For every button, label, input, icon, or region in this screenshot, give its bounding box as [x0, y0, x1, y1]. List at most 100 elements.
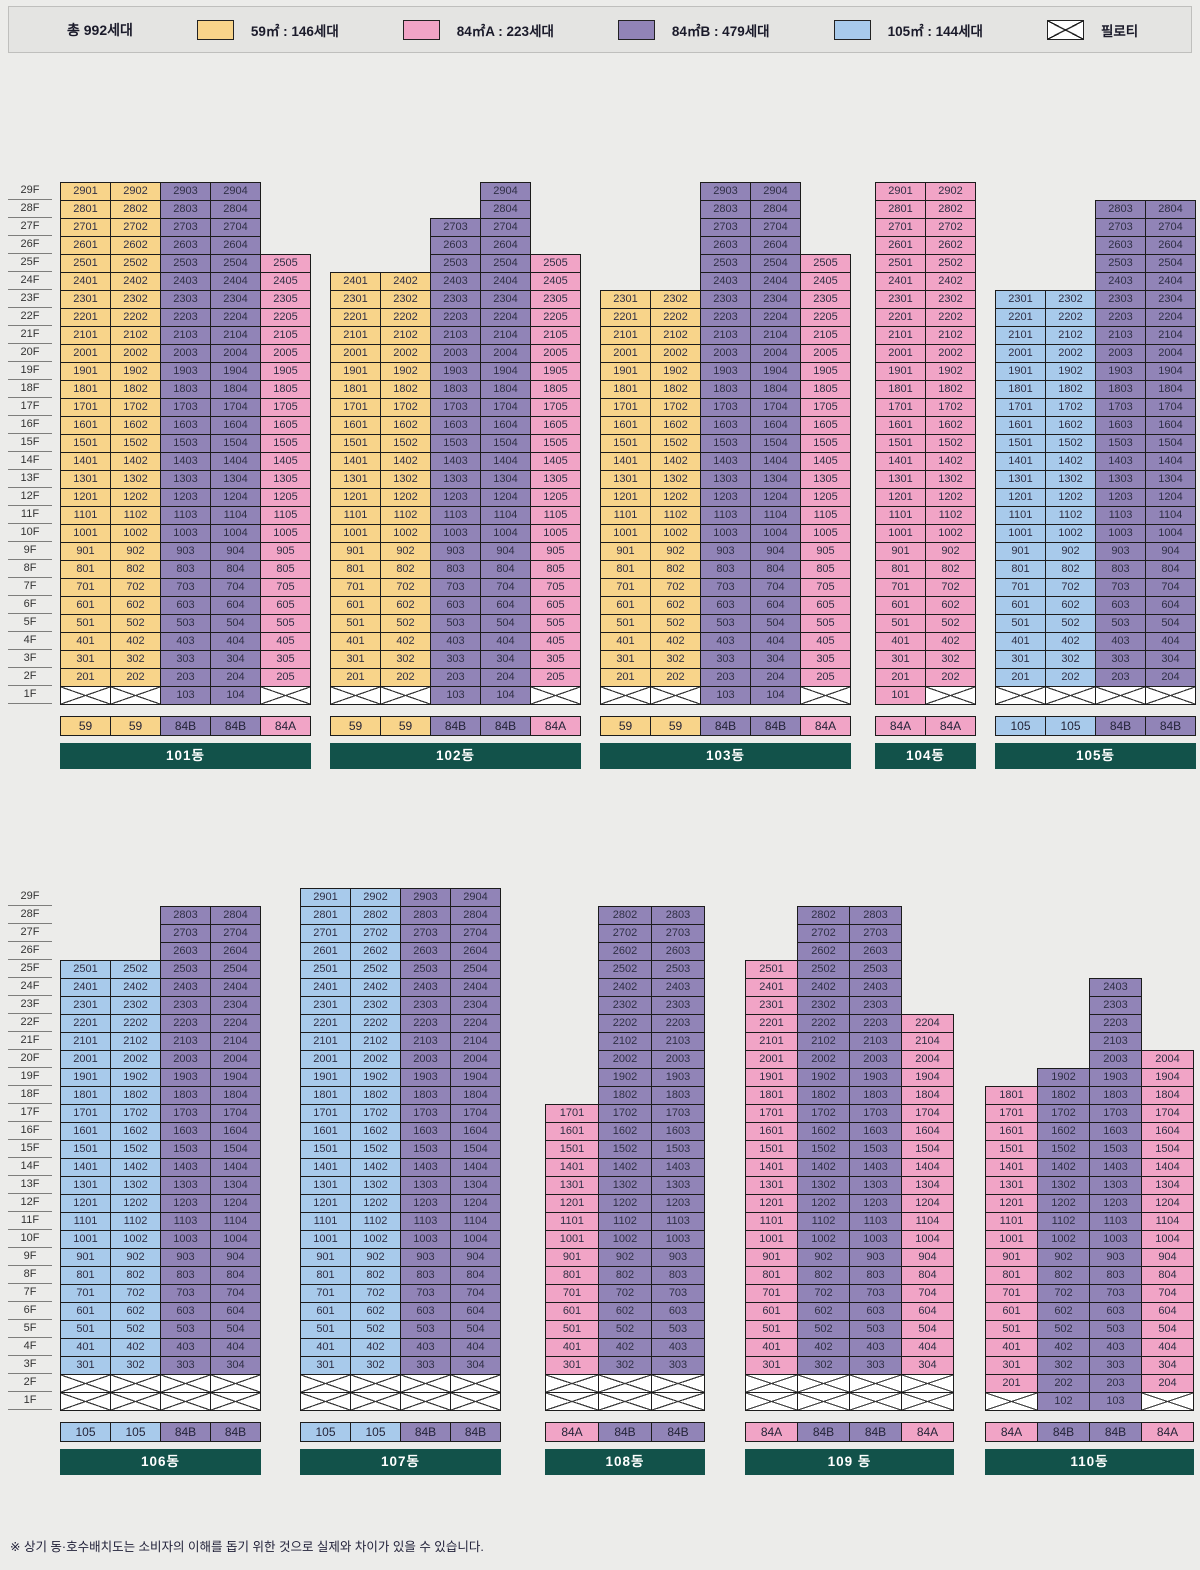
unit-cell: 1301	[745, 1176, 798, 1195]
piloti-cell	[110, 686, 161, 705]
unit-cell: 1002	[598, 1230, 652, 1249]
piloti-cell	[60, 686, 111, 705]
unit-type-cell: 59	[380, 716, 431, 736]
unit-cell: 1803	[1089, 1086, 1142, 1105]
unit-cell: 2302	[797, 996, 850, 1015]
unit-cell: 2003	[1095, 344, 1146, 363]
unit-cell: 1801	[745, 1086, 798, 1105]
unit-cell: 2403	[430, 272, 481, 291]
unit-cell: 403	[430, 632, 481, 651]
unit-cell: 601	[330, 596, 381, 615]
unit-cell: 802	[380, 560, 431, 579]
unit-cell: 402	[925, 632, 976, 651]
piloti-cell	[598, 1374, 652, 1393]
unit-cell: 802	[1045, 560, 1096, 579]
unit-cell: 2203	[1089, 1014, 1142, 1033]
unit-cell: 2604	[210, 942, 261, 961]
unit-cell: 302	[110, 1356, 161, 1375]
unit-cell: 404	[210, 632, 261, 651]
piloti-cell	[545, 1392, 599, 1411]
unit-cell: 1804	[480, 380, 531, 399]
unit-cell: 805	[260, 560, 311, 579]
floor-label: 13F	[8, 1176, 52, 1194]
unit-cell: 705	[800, 578, 851, 597]
legend-item-84B: 84㎡B : 479세대	[617, 19, 770, 40]
unit-cell: 1904	[750, 362, 801, 381]
unit-cell: 1503	[1089, 1140, 1142, 1159]
building-label: 104동	[875, 743, 976, 769]
unit-cell: 502	[925, 614, 976, 633]
unit-cell: 1401	[60, 452, 111, 471]
floor-label: 27F	[8, 924, 52, 942]
unit-type-cell: 84B	[797, 1422, 850, 1442]
piloti-cell	[600, 686, 651, 705]
unit-cell: 2804	[210, 906, 261, 925]
unit-cell: 702	[350, 1284, 401, 1303]
unit-cell: 1201	[600, 488, 651, 507]
unit-cell: 1101	[745, 1212, 798, 1231]
unit-cell: 502	[1037, 1320, 1090, 1339]
unit-cell: 1101	[985, 1212, 1038, 1231]
unit-cell: 1704	[750, 398, 801, 417]
unit-cell: 2703	[430, 218, 481, 237]
unit-cell: 905	[530, 542, 581, 561]
unit-cell: 201	[330, 668, 381, 687]
unit-cell: 1702	[110, 398, 161, 417]
unit-cell: 302	[650, 650, 701, 669]
unit-cell: 1601	[330, 416, 381, 435]
unit-cell: 1805	[260, 380, 311, 399]
unit-cell: 1301	[995, 470, 1046, 489]
unit-cell: 1703	[651, 1104, 705, 1123]
unit-cell: 2501	[60, 960, 111, 979]
unit-cell: 1001	[545, 1230, 599, 1249]
unit-cell: 1302	[797, 1176, 850, 1195]
unit-cell: 2001	[995, 344, 1046, 363]
building-107: 2901 2801 2701 2601 2501 2401 2301 2201 2101 2001…	[300, 888, 502, 1478]
unit-cell: 1602	[110, 416, 161, 435]
unit-cell: 1503	[160, 434, 211, 453]
unit-cell: 2501	[875, 254, 926, 273]
unit-cell: 1405	[800, 452, 851, 471]
unit-cell: 701	[60, 1284, 111, 1303]
unit-cell: 1201	[60, 488, 111, 507]
unit-cell: 1104	[1141, 1212, 1194, 1231]
unit-cell: 803	[849, 1266, 902, 1285]
unit-cell: 1001	[60, 1230, 111, 1249]
unit-cell: 503	[651, 1320, 705, 1339]
unit-cell: 1102	[350, 1212, 401, 1231]
unit-cell: 601	[600, 596, 651, 615]
unit-cell: 1704	[1145, 398, 1196, 417]
unit-cell: 2602	[797, 942, 850, 961]
unit-cell: 704	[1141, 1284, 1194, 1303]
legend-item-piloti: 필로티	[1046, 19, 1138, 40]
unit-cell: 1601	[60, 1122, 111, 1141]
unit-cell: 2401	[300, 978, 351, 997]
unit-cell: 1701	[875, 398, 926, 417]
building-109: 2501 2401 2301 2201 2101 2001 1901 1801 1701 1601…	[745, 888, 955, 1478]
unit-cell: 204	[1141, 1374, 1194, 1393]
unit-cell: 1401	[875, 452, 926, 471]
unit-cell: 2802	[598, 906, 652, 925]
unit-cell: 803	[1089, 1266, 1142, 1285]
unit-cell: 1503	[160, 1140, 211, 1159]
unit-cell: 602	[1037, 1302, 1090, 1321]
unit-cell: 1702	[110, 1104, 161, 1123]
floor-label: 10F	[8, 1230, 52, 1248]
unit-cell: 903	[700, 542, 751, 561]
unit-cell: 201	[985, 1374, 1038, 1393]
unit-cell: 1701	[985, 1104, 1038, 1123]
unit-cell: 1401	[330, 452, 381, 471]
unit-cell: 501	[60, 1320, 111, 1339]
unit-cell: 2603	[651, 942, 705, 961]
unit-cell: 2803	[160, 200, 211, 219]
unit-cell: 1401	[300, 1158, 351, 1177]
unit-cell: 2703	[400, 924, 451, 943]
unit-cell: 1602	[1045, 416, 1096, 435]
unit-cell: 1704	[450, 1104, 501, 1123]
unit-cell: 1602	[1037, 1122, 1090, 1141]
unit-cell: 2203	[700, 308, 751, 327]
unit-cell: 2003	[430, 344, 481, 363]
unit-cell: 901	[600, 542, 651, 561]
floor-label: 23F	[8, 290, 52, 308]
unit-cell: 2301	[995, 290, 1046, 309]
